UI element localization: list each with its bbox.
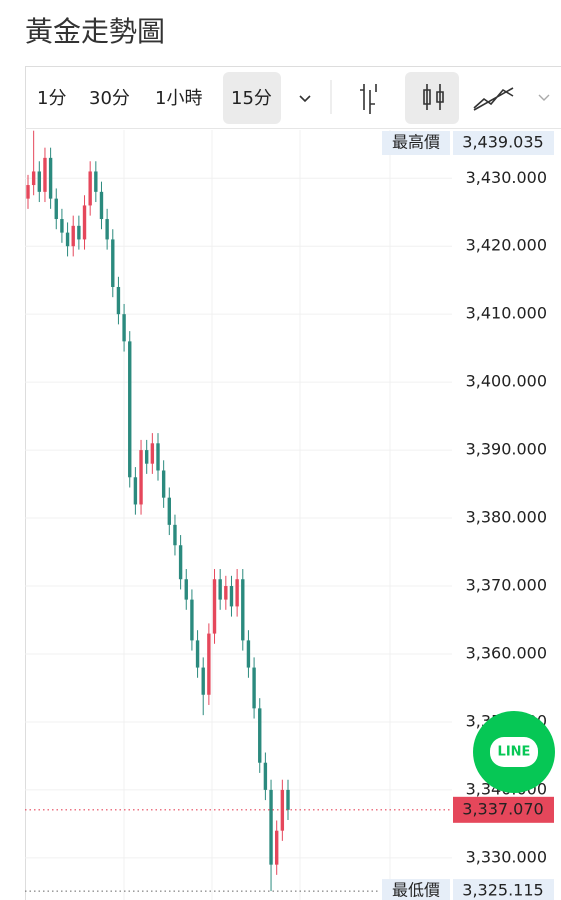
last-price-label: 3,337.070 xyxy=(462,799,543,818)
candle-body xyxy=(54,198,58,220)
dropdown-icon[interactable] xyxy=(299,95,311,103)
candle-body xyxy=(128,341,132,478)
candle-body xyxy=(65,232,70,247)
candle-body xyxy=(26,185,30,199)
candle-body xyxy=(145,450,149,464)
y-tick-label: 3,390.000 xyxy=(466,440,547,459)
line-bubble xyxy=(490,737,538,767)
candle-body xyxy=(286,789,290,810)
y-tick-label: 3,420.000 xyxy=(466,236,547,255)
candle-body xyxy=(184,579,188,600)
selected-bg xyxy=(223,72,281,124)
page-title: 黃金走勢圖 xyxy=(25,15,165,48)
candle-body xyxy=(71,225,75,247)
y-tick-label: 3,380.000 xyxy=(466,508,547,527)
badge-name-bg xyxy=(382,879,450,900)
candle-body xyxy=(218,579,222,600)
line-share-label: LINE xyxy=(498,745,531,760)
candle-body xyxy=(111,239,115,287)
interval-button[interactable]: 1分 xyxy=(37,88,66,109)
candle-body xyxy=(167,497,171,525)
last-price-badge xyxy=(453,796,554,823)
candle-body xyxy=(139,450,143,505)
candle-body xyxy=(212,579,217,634)
candle-body xyxy=(48,157,53,199)
candle-body xyxy=(82,205,87,240)
candle-body xyxy=(246,640,251,668)
interval-button[interactable]: 15分 xyxy=(231,88,272,109)
bar-chart-icon[interactable] xyxy=(360,84,377,114)
area-icon[interactable] xyxy=(473,87,514,111)
candle-body xyxy=(156,443,160,471)
interval-button[interactable]: 30分 xyxy=(89,88,130,109)
candle-body xyxy=(94,171,98,192)
badge-name: 最低價 xyxy=(392,881,440,900)
candle-body xyxy=(224,586,228,600)
candle-body xyxy=(178,545,183,580)
candle-body xyxy=(201,667,205,695)
candle-body xyxy=(235,579,239,607)
badge-value-bg xyxy=(453,131,554,155)
candle-body xyxy=(31,171,36,186)
badge-name-bg xyxy=(382,131,450,155)
selected-bg xyxy=(405,72,459,124)
dropdown-icon[interactable] xyxy=(538,94,550,101)
y-tick-label: 3,360.000 xyxy=(466,643,547,662)
candle-body xyxy=(43,157,47,192)
candle-body xyxy=(116,286,121,315)
candle-body xyxy=(195,640,200,668)
candle-body xyxy=(122,314,126,342)
candle-body xyxy=(190,599,194,641)
candle-body xyxy=(60,219,64,233)
candle-icon[interactable] xyxy=(423,84,444,110)
candle-body xyxy=(241,579,245,641)
y-tick-label: 3,410.000 xyxy=(466,304,547,323)
candle-body xyxy=(207,633,211,695)
chart-frame xyxy=(25,66,561,900)
candle-body xyxy=(99,191,104,220)
candle-body xyxy=(133,477,138,505)
interval-button[interactable]: 1小時 xyxy=(155,88,202,109)
candle-body xyxy=(258,708,262,763)
candle-body xyxy=(263,762,268,790)
badge-value: 3,325.115 xyxy=(462,881,543,900)
candle-body xyxy=(252,667,256,709)
candle-body xyxy=(229,586,234,607)
badge-name: 最高價 xyxy=(392,133,440,152)
candle-body xyxy=(77,225,81,240)
candle-body xyxy=(105,219,109,240)
toolbar: 1分 30分 1小時 15分 xyxy=(37,72,550,124)
candle-body xyxy=(269,789,273,865)
candle-body xyxy=(88,171,92,206)
candle-body xyxy=(173,524,177,546)
y-tick-label: 3,330.000 xyxy=(466,847,547,866)
y-tick-label: 3,400.000 xyxy=(466,372,547,391)
candle-body xyxy=(37,171,41,192)
badge-value-bg xyxy=(453,879,554,900)
candle-body xyxy=(161,470,166,498)
badge-value: 3,439.035 xyxy=(462,133,543,152)
candle-body xyxy=(150,443,155,464)
y-tick-label: 3,430.000 xyxy=(466,168,547,187)
vertical-grid xyxy=(123,130,391,900)
y-tick-label: 3,370.000 xyxy=(466,576,547,595)
candle-body xyxy=(275,830,279,865)
